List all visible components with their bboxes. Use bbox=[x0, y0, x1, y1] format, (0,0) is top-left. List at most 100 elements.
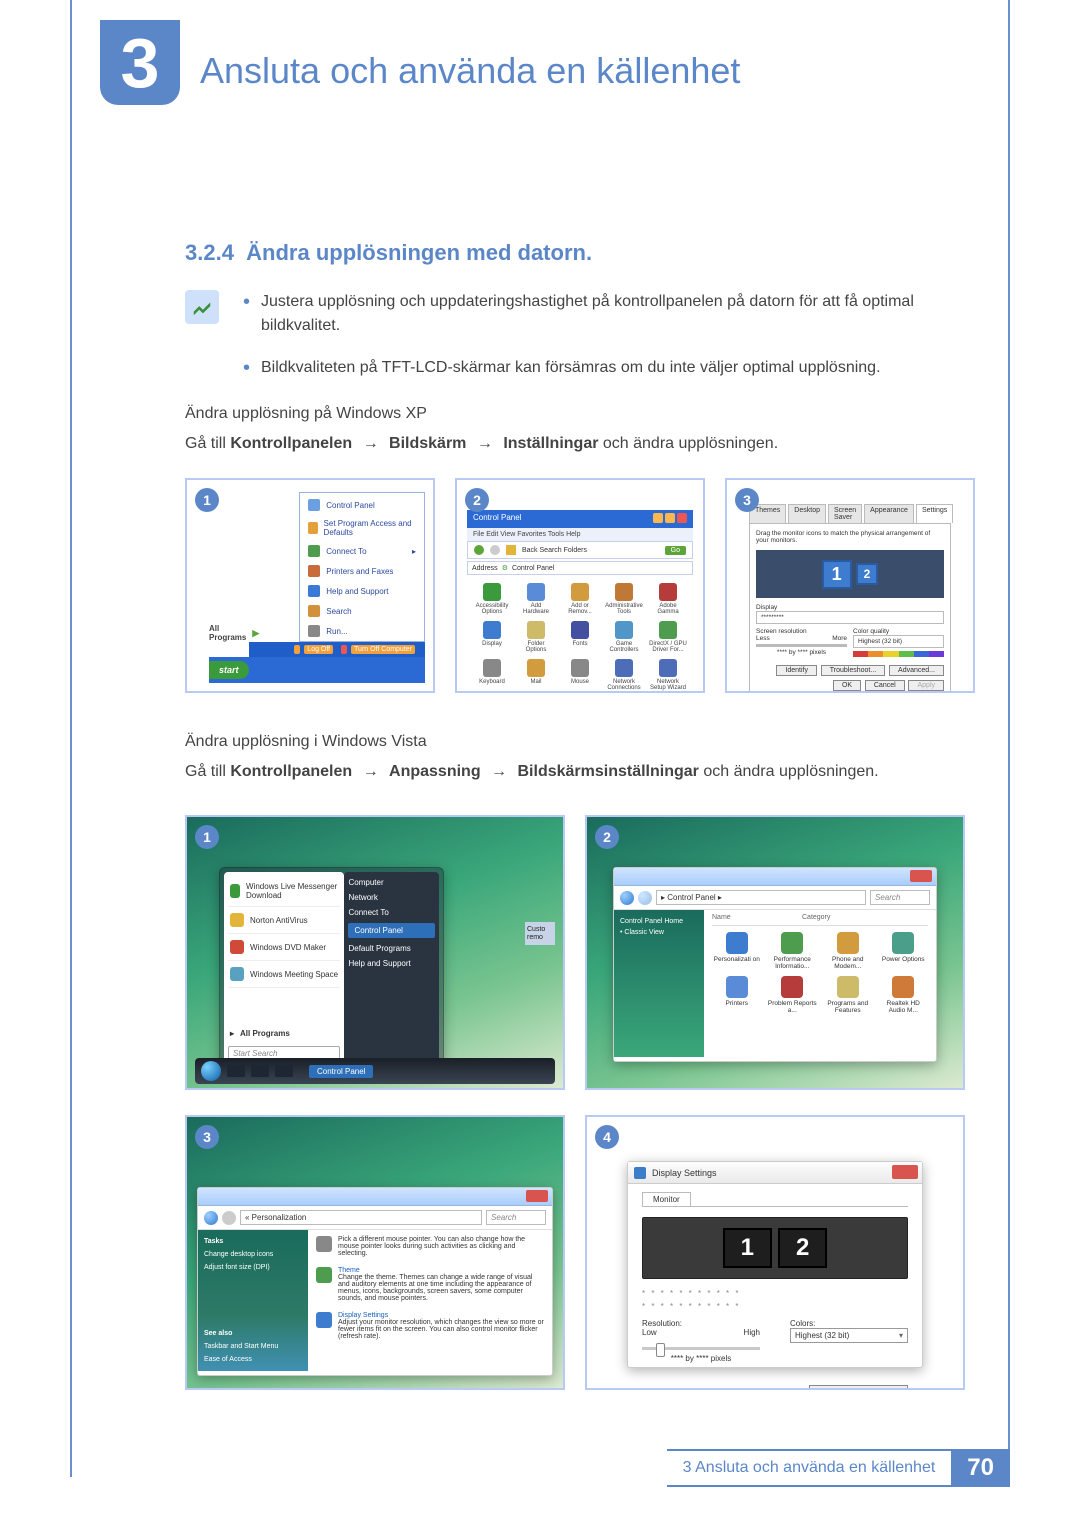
advanced-button[interactable]: Advanced... bbox=[889, 665, 944, 676]
cp-icon[interactable]: Performance Informatio... bbox=[768, 932, 818, 970]
personalization-window: « Personalization Search Tasks Change de… bbox=[197, 1187, 553, 1376]
cp-icon[interactable]: Administrative Tools bbox=[605, 583, 643, 615]
cp-icon[interactable]: Game Controllers bbox=[605, 621, 643, 653]
menu-item[interactable]: Control Panel bbox=[308, 499, 416, 511]
display-select[interactable]: ********* bbox=[756, 611, 944, 624]
start-item[interactable]: Control Panel bbox=[348, 923, 435, 938]
back-icon[interactable] bbox=[204, 1211, 218, 1225]
monitor-arranger[interactable]: 12 bbox=[642, 1217, 908, 1279]
side-link[interactable]: Ease of Access bbox=[204, 1356, 302, 1363]
fwd-icon[interactable] bbox=[638, 891, 652, 905]
menu-item[interactable]: Help and Support bbox=[308, 585, 416, 597]
start-button[interactable]: start bbox=[209, 661, 249, 679]
step-badge: 2 bbox=[595, 825, 619, 849]
cp-icon[interactable]: Accessibility Options bbox=[473, 583, 511, 615]
start-item[interactable]: Help and Support bbox=[348, 959, 435, 968]
close-icon[interactable] bbox=[910, 870, 932, 882]
vista-step-2: 2 ▸ Control Panel ▸ Search Control Panel… bbox=[585, 815, 965, 1090]
cp-icon[interactable]: Realtek HD Audio M... bbox=[879, 976, 929, 1014]
sidebar-link[interactable]: Control Panel Home bbox=[620, 916, 698, 927]
cp-icon[interactable]: Problem Reports a... bbox=[768, 976, 818, 1014]
side-link[interactable]: Adjust font size (DPI) bbox=[204, 1264, 302, 1271]
all-programs[interactable]: All Programs bbox=[209, 624, 259, 642]
back-icon[interactable] bbox=[620, 891, 634, 905]
cp-icons: Accessibility OptionsAdd HardwareAdd or … bbox=[467, 577, 693, 693]
res-slider[interactable] bbox=[756, 644, 847, 647]
cp-icon[interactable]: Personalizati on bbox=[712, 932, 762, 970]
breadcrumb[interactable]: ▸ Control Panel ▸ bbox=[656, 890, 866, 905]
cp-icon[interactable]: Display bbox=[473, 621, 511, 653]
taskbar-icon[interactable] bbox=[275, 1065, 293, 1077]
personalization-item[interactable]: Pick a different mouse pointer. You can … bbox=[316, 1236, 544, 1257]
personalization-item[interactable]: ThemeChange the theme. Themes can change… bbox=[316, 1267, 544, 1302]
taskbar-icon[interactable] bbox=[251, 1065, 269, 1077]
cp-icon[interactable]: Network Setup Wizard bbox=[649, 659, 687, 691]
cp-icon[interactable]: Add or Remov... bbox=[561, 583, 599, 615]
cp-sidebar: Control Panel Home • Classic View bbox=[614, 910, 704, 1057]
cp-icon[interactable]: DirectX / GPU Driver For... bbox=[649, 621, 687, 653]
ok-button[interactable]: OK bbox=[833, 680, 861, 691]
cp-icon[interactable]: Phone and Modem... bbox=[823, 932, 873, 970]
start-item[interactable]: Connect To bbox=[348, 908, 435, 917]
cq-select[interactable]: Highest (32 bit) bbox=[853, 635, 944, 648]
search-input[interactable]: Search bbox=[486, 1210, 546, 1225]
step-badge: 1 bbox=[195, 488, 219, 512]
cp-icon[interactable]: Folder Options bbox=[517, 621, 555, 653]
side-link[interactable]: Taskbar and Start Menu bbox=[204, 1343, 302, 1350]
taskbar-button[interactable]: Control Panel bbox=[309, 1065, 373, 1078]
res-slider[interactable] bbox=[642, 1347, 760, 1350]
menu-item[interactable]: Printers and Faxes bbox=[308, 565, 416, 577]
all-programs[interactable]: ▸ All Programs bbox=[228, 1025, 340, 1042]
identify-button[interactable]: Identify bbox=[776, 665, 817, 676]
cp-icon[interactable]: Adobe Gamma bbox=[649, 583, 687, 615]
menu-item[interactable]: Run... bbox=[308, 625, 416, 637]
advanced-button[interactable]: Advanced Settings... bbox=[809, 1385, 908, 1390]
cp-icon[interactable]: Fonts bbox=[561, 621, 599, 653]
start-item[interactable]: Norton AntiVirus bbox=[228, 907, 340, 934]
sidebar-link[interactable]: • Classic View bbox=[620, 927, 698, 938]
menu-item[interactable]: Set Program Access and Defaults bbox=[308, 519, 416, 537]
cp-icon[interactable]: Mouse bbox=[561, 659, 599, 691]
start-item[interactable]: Windows DVD Maker bbox=[228, 934, 340, 961]
xp-screenshots: 1 All Programs Control Panel Set Program… bbox=[185, 478, 975, 693]
close-icon[interactable] bbox=[892, 1165, 918, 1179]
menu-item[interactable]: Search bbox=[308, 605, 416, 617]
personalization-item[interactable]: Display SettingsAdjust your monitor reso… bbox=[316, 1312, 544, 1340]
start-item[interactable]: Default Programs bbox=[348, 944, 435, 953]
side-link[interactable]: Change desktop icons bbox=[204, 1251, 302, 1258]
start-item[interactable]: Windows Meeting Space bbox=[228, 961, 340, 988]
address-bar[interactable]: Address ⚙ Control Panel bbox=[467, 561, 693, 575]
taskbar-icon[interactable] bbox=[227, 1065, 245, 1077]
cp-icon[interactable]: Keyboard bbox=[473, 659, 511, 691]
window-buttons[interactable] bbox=[651, 513, 687, 525]
fwd-icon[interactable] bbox=[490, 545, 500, 555]
cp-icon[interactable]: Printers bbox=[712, 976, 762, 1014]
go-button[interactable]: Go bbox=[665, 546, 686, 555]
up-icon[interactable] bbox=[506, 545, 516, 555]
cp-icon[interactable]: Add Hardware bbox=[517, 583, 555, 615]
colors-select[interactable]: Highest (32 bit) bbox=[790, 1328, 908, 1343]
menu-item[interactable]: Connect To▸ bbox=[308, 545, 416, 557]
back-icon[interactable] bbox=[474, 545, 484, 555]
start-item[interactable]: Computer bbox=[348, 878, 435, 887]
tabs[interactable]: ThemesDesktop Screen SaverAppearance Set… bbox=[749, 504, 951, 523]
breadcrumb[interactable]: « Personalization bbox=[240, 1210, 482, 1225]
fwd-icon[interactable] bbox=[222, 1211, 236, 1225]
close-icon[interactable] bbox=[526, 1190, 548, 1202]
cp-icon[interactable]: Power Options bbox=[879, 932, 929, 970]
cancel-button[interactable]: Cancel bbox=[865, 680, 905, 691]
apply-button[interactable]: Apply bbox=[908, 680, 944, 691]
cp-icon[interactable]: Programs and Features bbox=[823, 976, 873, 1014]
start-item[interactable]: Windows Live Messenger Download bbox=[228, 876, 340, 907]
start-orb[interactable] bbox=[201, 1061, 221, 1081]
vista-start-menu: Windows Live Messenger DownloadNorton An… bbox=[219, 867, 444, 1070]
troubleshoot-button[interactable]: Troubleshoot... bbox=[821, 665, 885, 676]
cp-icon[interactable]: Network Connections bbox=[605, 659, 643, 691]
help-link[interactable]: How do I get the best display? bbox=[642, 1388, 749, 1390]
tabs[interactable]: Monitor bbox=[642, 1192, 908, 1207]
start-item[interactable]: Network bbox=[348, 893, 435, 902]
cp-icon[interactable]: Mail bbox=[517, 659, 555, 691]
menubar[interactable]: File Edit View Favorites Tools Help bbox=[467, 528, 693, 541]
monitor-arranger[interactable]: 12 bbox=[756, 550, 944, 598]
search-input[interactable]: Search bbox=[870, 890, 930, 905]
